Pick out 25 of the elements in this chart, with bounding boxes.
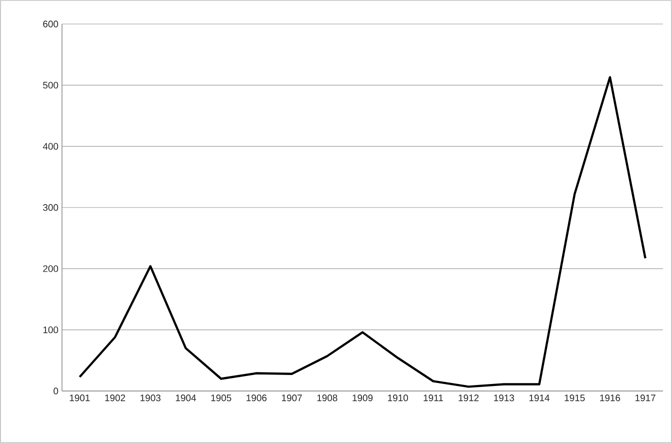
x-tick-label: 1912: [458, 394, 479, 402]
x-tick-label: 1915: [564, 394, 585, 402]
x-tick-label: 1916: [600, 394, 620, 402]
y-tick-label: 200: [43, 265, 58, 272]
y-tick-label: 400: [42, 142, 58, 150]
x-tick-label: 1905: [211, 394, 232, 402]
x-tick-label: 1906: [246, 394, 267, 402]
x-tick-label: 1901: [70, 394, 90, 402]
x-tick-label: 1907: [282, 394, 302, 402]
line-series: [78, 76, 646, 388]
x-tick-label: 1909: [352, 394, 373, 402]
x-tick-label: 1908: [317, 394, 338, 402]
x-tick-label: 1913: [494, 394, 514, 402]
x-tick-label: 1910: [388, 394, 408, 402]
x-tick-label: 1902: [105, 394, 126, 402]
y-tick-label: 600: [43, 20, 58, 28]
x-tick-label: 1904: [176, 394, 196, 402]
y-tick-label: 300: [43, 204, 58, 211]
x-tick-label: 1914: [529, 394, 550, 402]
y-tick-label: 100: [43, 326, 58, 334]
y-tick-label: 500: [43, 82, 58, 89]
x-tick-label: 1917: [636, 394, 656, 402]
x-tick-label: 1903: [140, 394, 160, 402]
y-tick-label: 0: [54, 388, 58, 394]
x-tick-label: 1911: [424, 394, 443, 402]
